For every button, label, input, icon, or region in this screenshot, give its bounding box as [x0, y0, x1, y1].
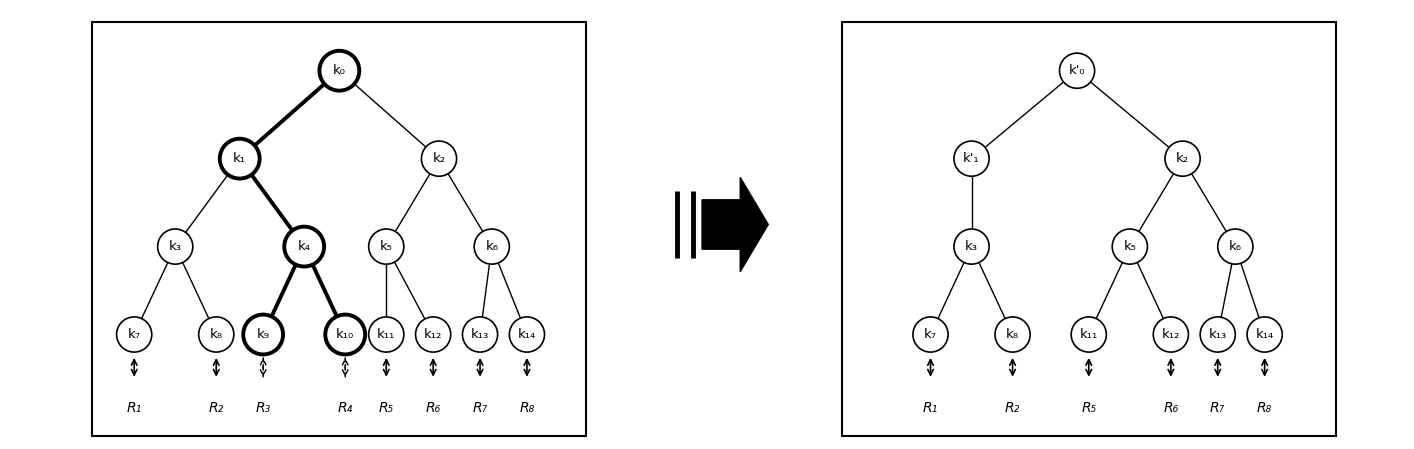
Text: k₅: k₅ — [1123, 240, 1137, 253]
Circle shape — [416, 317, 451, 352]
Text: R₅: R₅ — [1082, 401, 1096, 415]
Text: k₃: k₃ — [168, 240, 182, 253]
Circle shape — [1113, 229, 1147, 264]
Text: k₁₁: k₁₁ — [378, 328, 396, 341]
Text: k₂: k₂ — [1176, 152, 1189, 165]
Circle shape — [320, 51, 359, 91]
Circle shape — [369, 317, 404, 352]
Text: k₆: k₆ — [485, 240, 498, 253]
Circle shape — [219, 139, 260, 179]
Text: k₁₀: k₁₀ — [337, 328, 355, 341]
Text: k'₀: k'₀ — [1069, 64, 1086, 77]
Text: R₅: R₅ — [379, 401, 395, 415]
Text: k₂: k₂ — [433, 152, 445, 165]
Circle shape — [913, 317, 949, 352]
Circle shape — [1247, 317, 1282, 352]
Text: R₃: R₃ — [256, 401, 270, 415]
Circle shape — [1200, 317, 1236, 352]
Text: R₁: R₁ — [127, 401, 141, 415]
Circle shape — [474, 229, 509, 264]
Text: R₄: R₄ — [338, 401, 354, 415]
Circle shape — [284, 227, 324, 267]
FancyArrow shape — [703, 177, 768, 272]
Text: k₆: k₆ — [1229, 240, 1241, 253]
Text: k₁₂: k₁₂ — [424, 328, 443, 341]
Text: k₁₂: k₁₂ — [1162, 328, 1181, 341]
Text: k₀: k₀ — [332, 64, 346, 77]
Text: k₈: k₈ — [1005, 328, 1019, 341]
Text: k₉: k₉ — [257, 328, 270, 341]
Text: k'₁: k'₁ — [963, 152, 980, 165]
Circle shape — [1059, 53, 1094, 88]
Text: R₂: R₂ — [209, 401, 223, 415]
Text: k₁₃: k₁₃ — [1209, 328, 1227, 341]
Text: k₃: k₃ — [964, 240, 978, 253]
Text: R₂: R₂ — [1005, 401, 1019, 415]
Circle shape — [1154, 317, 1188, 352]
Text: R₇: R₇ — [1210, 401, 1226, 415]
Text: R₇: R₇ — [472, 401, 488, 415]
Circle shape — [995, 317, 1031, 352]
Text: k₁₄: k₁₄ — [1256, 328, 1274, 341]
Circle shape — [1072, 317, 1106, 352]
Text: k₁₄: k₁₄ — [518, 328, 536, 341]
Circle shape — [243, 315, 283, 354]
Circle shape — [462, 317, 498, 352]
Text: R₆: R₆ — [1164, 401, 1178, 415]
Text: k₁₃: k₁₃ — [471, 328, 489, 341]
Text: k₄: k₄ — [298, 240, 311, 253]
Text: k₇: k₇ — [923, 328, 937, 341]
Text: k₁₁: k₁₁ — [1080, 328, 1097, 341]
Circle shape — [369, 229, 404, 264]
Circle shape — [157, 229, 192, 264]
Circle shape — [421, 141, 457, 176]
Circle shape — [509, 317, 544, 352]
Text: k₅: k₅ — [380, 240, 393, 253]
Circle shape — [954, 141, 990, 176]
Circle shape — [325, 315, 365, 354]
Text: k₁: k₁ — [233, 152, 246, 165]
Text: k₈: k₈ — [209, 328, 223, 341]
Text: R₁: R₁ — [923, 401, 937, 415]
Circle shape — [1165, 141, 1200, 176]
Circle shape — [116, 317, 151, 352]
Text: R₈: R₈ — [519, 401, 534, 415]
Circle shape — [954, 229, 990, 264]
Circle shape — [199, 317, 233, 352]
Circle shape — [1217, 229, 1253, 264]
Text: R₈: R₈ — [1257, 401, 1273, 415]
Text: k₇: k₇ — [127, 328, 141, 341]
Text: R₆: R₆ — [426, 401, 441, 415]
